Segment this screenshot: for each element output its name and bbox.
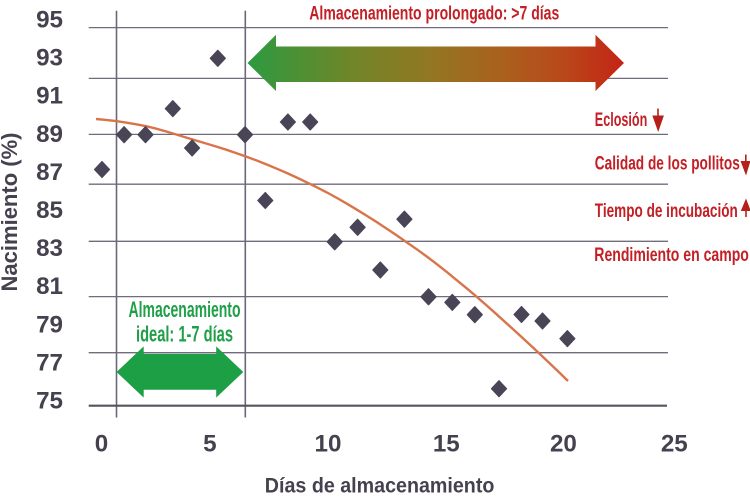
svg-text:89: 89	[36, 121, 63, 148]
svg-text:93: 93	[36, 45, 63, 72]
svg-text:Días de almacenamiento: Días de almacenamiento	[265, 475, 495, 498]
svg-text:Almacenamiento: Almacenamiento	[129, 297, 241, 322]
svg-text:85: 85	[36, 197, 63, 224]
svg-text:Calidad de los pollitos: Calidad de los pollitos	[595, 152, 740, 174]
svg-text:75: 75	[36, 388, 63, 415]
svg-text:83: 83	[36, 235, 63, 262]
svg-text:91: 91	[36, 83, 63, 110]
svg-text:Almacenamiento prolongado: >7: Almacenamiento prolongado: >7 días	[309, 4, 559, 25]
svg-text:95: 95	[36, 7, 63, 34]
svg-text:Rendimiento en campo: Rendimiento en campo	[594, 244, 749, 266]
svg-text:Nacimiento (%): Nacimiento (%)	[0, 133, 22, 292]
svg-text:87: 87	[36, 159, 63, 186]
svg-text:ideal: 1-7 días: ideal: 1-7 días	[136, 322, 233, 347]
svg-text:81: 81	[36, 273, 63, 300]
svg-text:5: 5	[203, 431, 216, 458]
svg-text:10: 10	[315, 431, 342, 458]
svg-text:15: 15	[433, 431, 460, 458]
svg-text:20: 20	[550, 431, 577, 458]
svg-text:77: 77	[36, 349, 63, 376]
svg-text:Eclosión: Eclosión	[595, 109, 648, 131]
svg-text:0: 0	[95, 431, 108, 458]
svg-text:25: 25	[661, 431, 688, 458]
svg-text:79: 79	[36, 311, 63, 338]
svg-text:Tiempo de incubación: Tiempo de incubación	[595, 200, 738, 222]
